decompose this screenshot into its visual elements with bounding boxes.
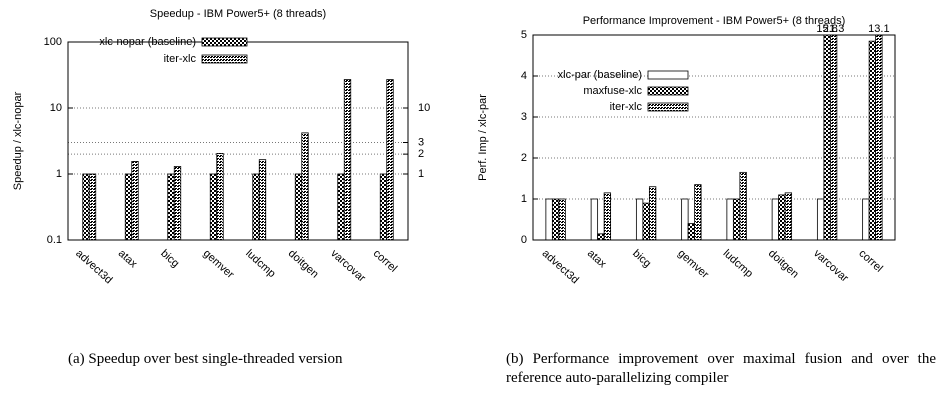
bar [816, 198, 825, 240]
x-tick-label: ludcmp [721, 247, 755, 280]
bar [635, 198, 644, 240]
y2-tick-label: 3 [418, 136, 424, 148]
bar [681, 198, 689, 240]
bar [732, 198, 741, 240]
bar [252, 173, 260, 240]
bar [124, 173, 133, 240]
bar [603, 192, 612, 240]
x-tick-label: correl [856, 247, 884, 274]
bar [823, 35, 831, 240]
legend-swatch [647, 70, 689, 80]
bar [739, 171, 747, 240]
y-tick-label: 2 [521, 152, 527, 164]
bar [648, 186, 657, 240]
bar [258, 159, 267, 240]
y-tick-label: 5 [521, 29, 527, 41]
legend-swatch [647, 102, 689, 112]
plot-frame [532, 34, 896, 241]
bar [597, 233, 605, 240]
x-tick-label: atax [116, 247, 140, 270]
bar [862, 198, 870, 240]
bar [868, 40, 877, 240]
bar [771, 198, 780, 240]
bar [173, 166, 182, 240]
legend-swatch [201, 37, 248, 47]
bar [687, 223, 696, 240]
bar [294, 173, 303, 240]
y-tick-label: 1 [56, 168, 62, 180]
bar [875, 35, 883, 240]
x-tick-label: varcovar [811, 247, 851, 284]
y-tick-label: 4 [521, 70, 527, 82]
legend-label: xlc-nopar (baseline) [99, 36, 196, 48]
bar [337, 173, 345, 240]
legend-label: iter-xlc [610, 101, 643, 113]
y2-tick-label: 2 [418, 148, 424, 160]
plot-frame [67, 41, 409, 241]
x-tick-label: correl [371, 247, 399, 274]
bar [545, 198, 553, 240]
bar [642, 202, 650, 240]
bar [82, 173, 90, 240]
y-tick-label: 3 [521, 111, 527, 123]
caption: (b) Performance improvement over maximal… [506, 351, 936, 386]
y-axis-label: Perf. Imp / xlc-par [477, 94, 489, 181]
x-tick-label: bicg [158, 247, 181, 269]
x-tick-label: bicg [630, 247, 653, 269]
value-label: 15.8 [816, 23, 837, 35]
bar [209, 173, 218, 240]
bar [88, 173, 97, 240]
bar [558, 198, 566, 240]
y-tick-label: 10 [50, 102, 62, 114]
y2-tick-label: 10 [418, 102, 430, 114]
x-tick-label: atax [585, 247, 609, 270]
legend-label: maxfuse-xlc [583, 85, 642, 97]
x-tick-label: gemver [201, 247, 237, 281]
y-axis-label: Speedup / xlc-nopar [12, 91, 24, 190]
x-tick-label: advect3d [73, 247, 114, 286]
chart-title: Speedup - IBM Power5+ (8 threads) [150, 8, 326, 20]
chart-title: Performance Improvement - IBM Power5+ (8… [583, 15, 846, 27]
bar [726, 198, 734, 240]
y-tick-label: 100 [44, 36, 62, 48]
bar [590, 198, 599, 240]
caption: (a) Speedup over best single-threaded ve… [68, 351, 343, 367]
y2-tick-label: 1 [418, 168, 424, 180]
bar [694, 184, 702, 240]
bar [829, 35, 838, 240]
x-tick-label: doitgen [766, 247, 801, 280]
x-tick-label: doitgen [286, 247, 321, 280]
value-label: 13.1 [868, 23, 889, 35]
x-tick-label: gemver [675, 247, 711, 281]
bar [343, 79, 352, 240]
y-tick-label: 0 [521, 234, 527, 246]
value-label: 21.3 [823, 23, 844, 35]
y-tick-label: 0.1 [47, 234, 62, 246]
bar [784, 192, 793, 240]
bar [379, 173, 388, 240]
bar [216, 153, 224, 240]
bar [167, 173, 175, 240]
bar [778, 194, 786, 240]
plot-bars [82, 79, 394, 240]
y-tick-label: 1 [521, 193, 527, 205]
legend-swatch [647, 86, 689, 96]
bar [131, 161, 139, 240]
legend-label: xlc-par (baseline) [558, 69, 642, 81]
bar [551, 198, 560, 240]
legend-label: iter-xlc [164, 53, 197, 65]
x-tick-label: ludcmp [243, 247, 277, 280]
bar [301, 132, 309, 240]
plot-bars [545, 35, 883, 240]
legend-swatch [201, 54, 248, 64]
x-tick-label: varcovar [328, 247, 368, 284]
x-tick-label: advect3d [540, 247, 581, 286]
bar [386, 79, 394, 240]
